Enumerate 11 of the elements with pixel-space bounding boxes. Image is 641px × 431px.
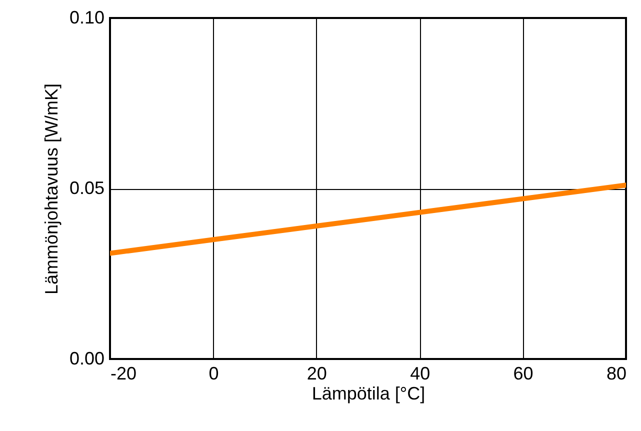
x-tick-label: 60 — [513, 364, 534, 384]
x-axis-title: Lämpötila [°C] — [312, 384, 426, 404]
x-tick-label: 40 — [410, 364, 430, 384]
x-tick-label: -20 — [110, 364, 137, 384]
x-tick-label: 0 — [208, 364, 219, 384]
y-axis-title: Lämmönjohtavuus [W/mK] — [41, 83, 62, 295]
y-tick-label: 0.00 — [69, 348, 104, 368]
y-tick-label: 0.05 — [69, 178, 104, 198]
y-tick-label: 0.10 — [69, 8, 104, 28]
x-tick-label: 80 — [606, 364, 626, 384]
x-tick-label: 20 — [306, 364, 327, 384]
